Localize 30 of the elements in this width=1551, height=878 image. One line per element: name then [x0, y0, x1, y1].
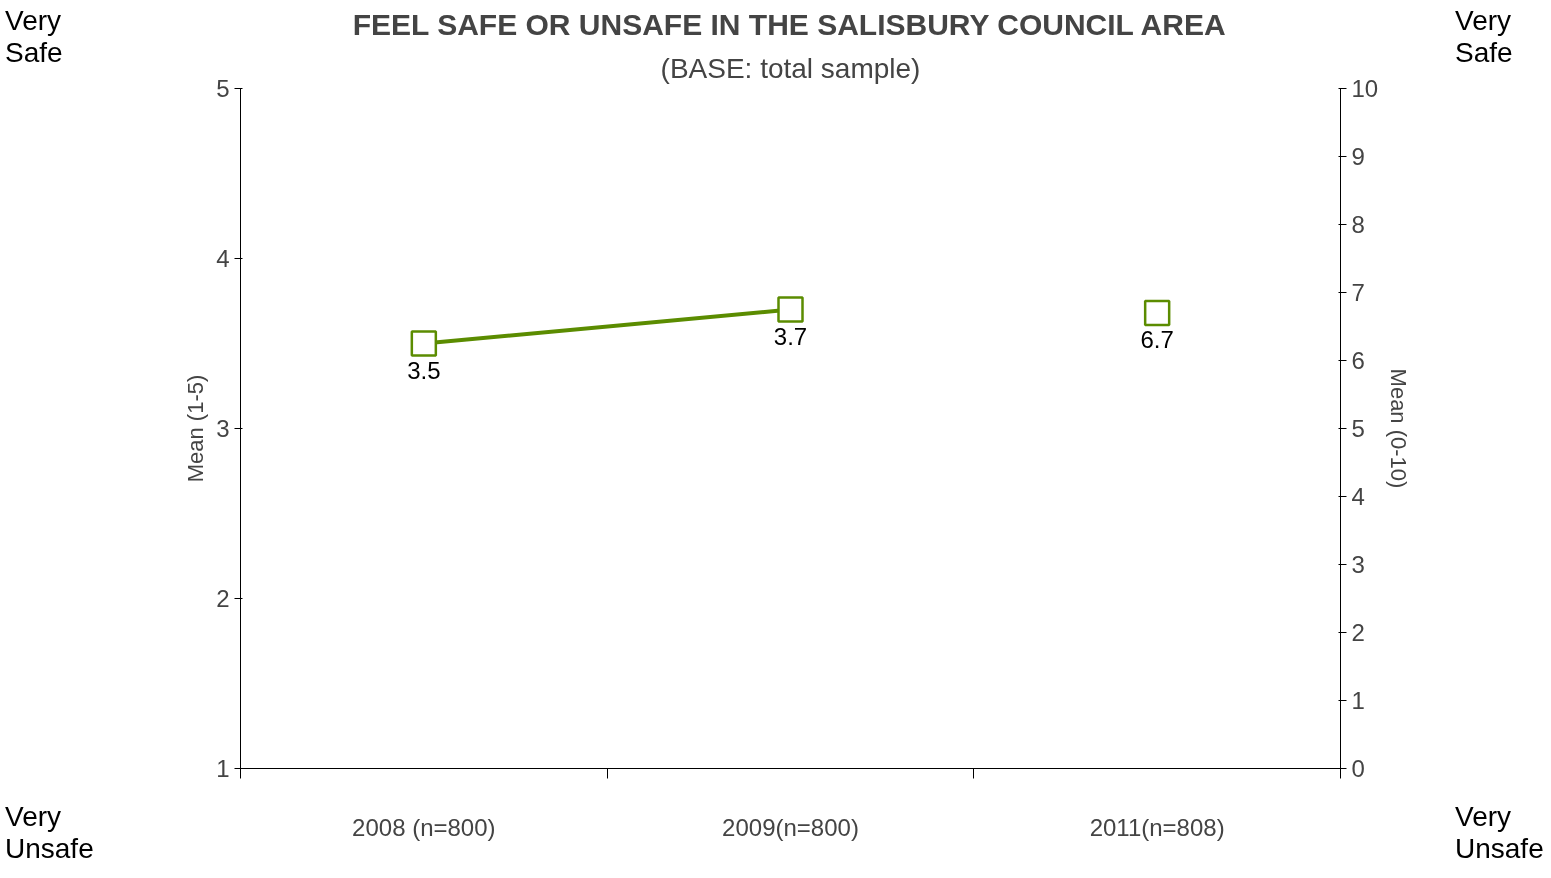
y2-tick-label: 1	[1351, 687, 1365, 714]
data-label: 6.7	[1140, 325, 1174, 353]
y2-tick-label: 5	[1351, 415, 1365, 442]
y-tick-label: 3	[216, 415, 230, 442]
y-tick-label: 1	[216, 755, 230, 782]
y2-tick-label: 7	[1351, 279, 1365, 306]
y-tick-label: 5	[216, 75, 230, 102]
chart-subtitle: (BASE: total sample)	[660, 52, 921, 84]
text: Very Safe	[1455, 5, 1514, 70]
text: Very Safe	[5, 5, 64, 70]
chart-title: FEEL SAFE OR UNSAFE IN THE SALISBURY COUNCIL AREA	[352, 7, 1226, 41]
text: Very Unsafe	[1455, 800, 1544, 865]
text: Very Unsafe	[5, 800, 94, 865]
y2-tick-label: 4	[1351, 483, 1365, 510]
y2-tick-label: 0	[1351, 755, 1365, 782]
x-tick-label: 2011(n=808)	[1089, 813, 1225, 841]
y2-tick-label: 8	[1351, 211, 1365, 238]
y2-tick-label: 6	[1351, 347, 1365, 374]
y-tick-label: 2	[216, 585, 230, 612]
x-tick-label: 2009(n=800)	[722, 813, 859, 841]
y-axis-title: Mean (1-5)	[183, 374, 209, 483]
y2-axis-title: Mean (0-10)	[1386, 368, 1412, 489]
x-tick-label: 2008 (n=800)	[352, 813, 496, 841]
y2-tick-label: 10	[1351, 75, 1379, 102]
data-label: 3.7	[773, 322, 808, 350]
y2-tick-label: 2	[1351, 619, 1365, 646]
data-label: 3.5	[407, 356, 441, 384]
y2-tick-label: 3	[1351, 551, 1365, 578]
y-tick-label: 4	[216, 245, 230, 272]
y2-tick-label: 9	[1351, 143, 1365, 170]
